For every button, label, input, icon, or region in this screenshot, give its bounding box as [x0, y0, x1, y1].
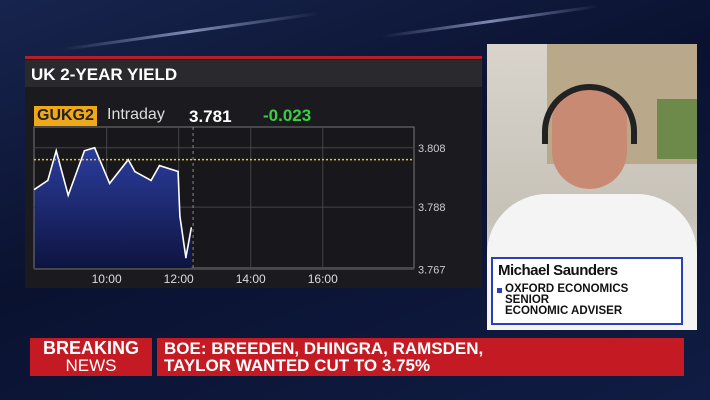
breaking-label: BREAKING — [42, 338, 139, 358]
y-tick-label: 3.808 — [418, 143, 446, 155]
x-tick-label: 10:00 — [92, 272, 122, 286]
data-point — [150, 179, 152, 182]
breaking-news-label: BREAKING NEWS — [30, 338, 152, 376]
data-point — [93, 146, 96, 149]
headset-icon — [542, 84, 637, 144]
price-change: -0.023 — [263, 106, 312, 125]
headline-line: BOE: BREEDEN, DHINGRA, RAMSDEN, — [164, 339, 484, 358]
x-tick-label: 16:00 — [308, 272, 338, 286]
guest-nameplate: Michael Saunders OXFORD ECONOMICS SENIOR… — [491, 257, 683, 325]
data-point — [177, 170, 179, 173]
news-label: NEWS — [65, 356, 117, 375]
y-tick-label: 3.767 — [418, 264, 446, 276]
panel-accent-line — [25, 56, 482, 59]
data-point — [47, 179, 49, 182]
data-point — [55, 149, 58, 152]
data-point — [67, 194, 70, 197]
role-line: OXFORD ECONOMICS — [505, 283, 629, 295]
data-point — [185, 256, 187, 259]
data-point — [158, 164, 161, 167]
data-point — [190, 227, 193, 229]
last-price: 3.781 — [189, 107, 232, 126]
x-tick-label: 12:00 — [164, 272, 194, 286]
ticker-badge: GUKG2 — [34, 106, 97, 126]
y-tick-label: 3.788 — [418, 202, 446, 214]
background-lawn — [657, 99, 697, 159]
data-point — [83, 149, 86, 152]
data-point — [179, 215, 181, 217]
guest-role: OXFORD ECONOMICS SENIOR ECONOMIC ADVISER — [505, 283, 629, 317]
data-point — [134, 170, 136, 173]
role-line: ECONOMIC ADVISER — [505, 305, 623, 317]
timeframe-label: Intraday — [107, 106, 165, 123]
chart-title: UK 2-YEAR YIELD — [25, 60, 482, 87]
bullet-icon — [497, 288, 502, 293]
series-area — [34, 147, 192, 268]
data-point — [108, 182, 111, 185]
data-point — [33, 188, 36, 191]
guest-name: Michael Saunders — [498, 262, 618, 279]
x-tick-label: 14:00 — [236, 272, 266, 286]
headline: BOE: BREEDEN, DHINGRA, RAMSDEN, TAYLOR W… — [157, 338, 684, 376]
role-line: SENIOR — [505, 294, 550, 306]
headline-line: TAYLOR WANTED CUT TO 3.75% — [164, 356, 431, 375]
